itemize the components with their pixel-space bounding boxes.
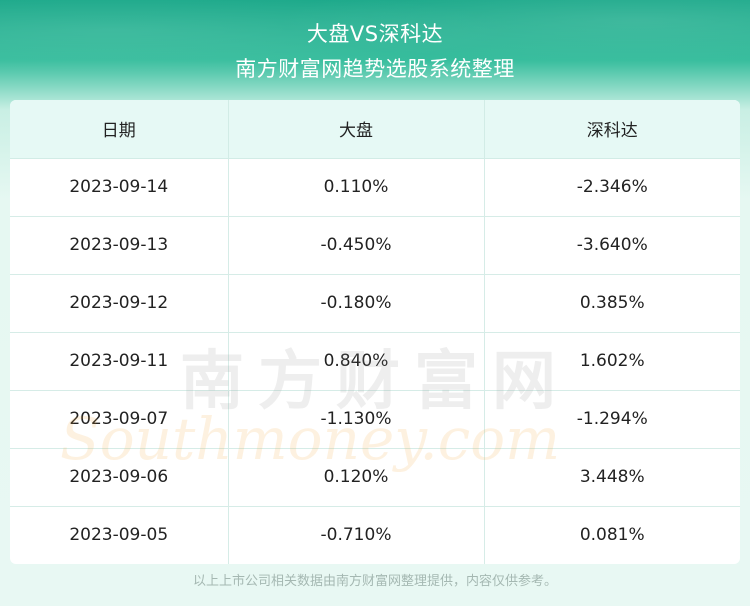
table-header-row: 日期 大盘 深科达 — [10, 100, 740, 159]
cell-date: 2023-09-07 — [10, 390, 229, 449]
cell-stock: -3.640% — [484, 216, 740, 275]
table-row: 2023-09-07 -1.130% -1.294% — [10, 390, 740, 449]
cell-market: 0.120% — [228, 448, 485, 507]
cell-date: 2023-09-13 — [10, 216, 229, 275]
comparison-table: 日期 大盘 深科达 2023-09-14 0.110% -2.346% 2023… — [10, 100, 740, 564]
cell-stock: -2.346% — [484, 158, 740, 217]
column-header-stock: 深科达 — [484, 100, 740, 159]
table-row: 2023-09-12 -0.180% 0.385% — [10, 274, 740, 333]
footer-note: 以上上市公司相关数据由南方财富网整理提供，内容仅供参考。 — [192, 574, 557, 589]
page-title: 大盘VS深科达 — [306, 22, 444, 46]
cell-date: 2023-09-11 — [10, 332, 229, 391]
table-row: 2023-09-06 0.120% 3.448% — [10, 448, 740, 507]
cell-stock: 1.602% — [484, 332, 740, 391]
page-subtitle: 南方财富网趋势选股系统整理 — [235, 57, 515, 81]
cell-stock: 0.081% — [579, 525, 645, 546]
table-row: 2023-09-11 0.840% 1.602% — [10, 332, 740, 391]
cell-stock: 3.448% — [484, 448, 740, 507]
table-row: 2023-09-05 -0.710% 0.081% — [10, 506, 740, 564]
table-row: 2023-09-13 -0.450% -3.640% — [10, 216, 740, 275]
table-row: 2023-09-14 0.110% -2.346% — [10, 158, 740, 217]
cell-stock: -1.294% — [484, 390, 740, 449]
cell-market: -0.450% — [228, 216, 485, 275]
cell-date: 2023-09-06 — [10, 448, 229, 507]
cell-market: -0.180% — [228, 274, 485, 333]
cell-stock: 0.385% — [484, 274, 740, 333]
cell-date: 2023-09-05 — [10, 506, 229, 564]
cell-date: 2023-09-12 — [10, 274, 229, 333]
cell-market: -0.710% — [228, 506, 485, 564]
page-header: 大盘VS深科达 南方财富网趋势选股系统整理 — [0, 0, 750, 100]
data-table-card: 日期 大盘 深科达 2023-09-14 0.110% -2.346% 2023… — [10, 100, 740, 564]
cell-market: -1.130% — [228, 390, 485, 449]
cell-date: 2023-09-14 — [10, 158, 229, 217]
column-header-market: 大盘 — [228, 100, 485, 159]
cell-market: 0.840% — [228, 332, 485, 391]
cell-market: 0.110% — [228, 158, 485, 217]
column-header-date: 日期 — [10, 100, 229, 159]
